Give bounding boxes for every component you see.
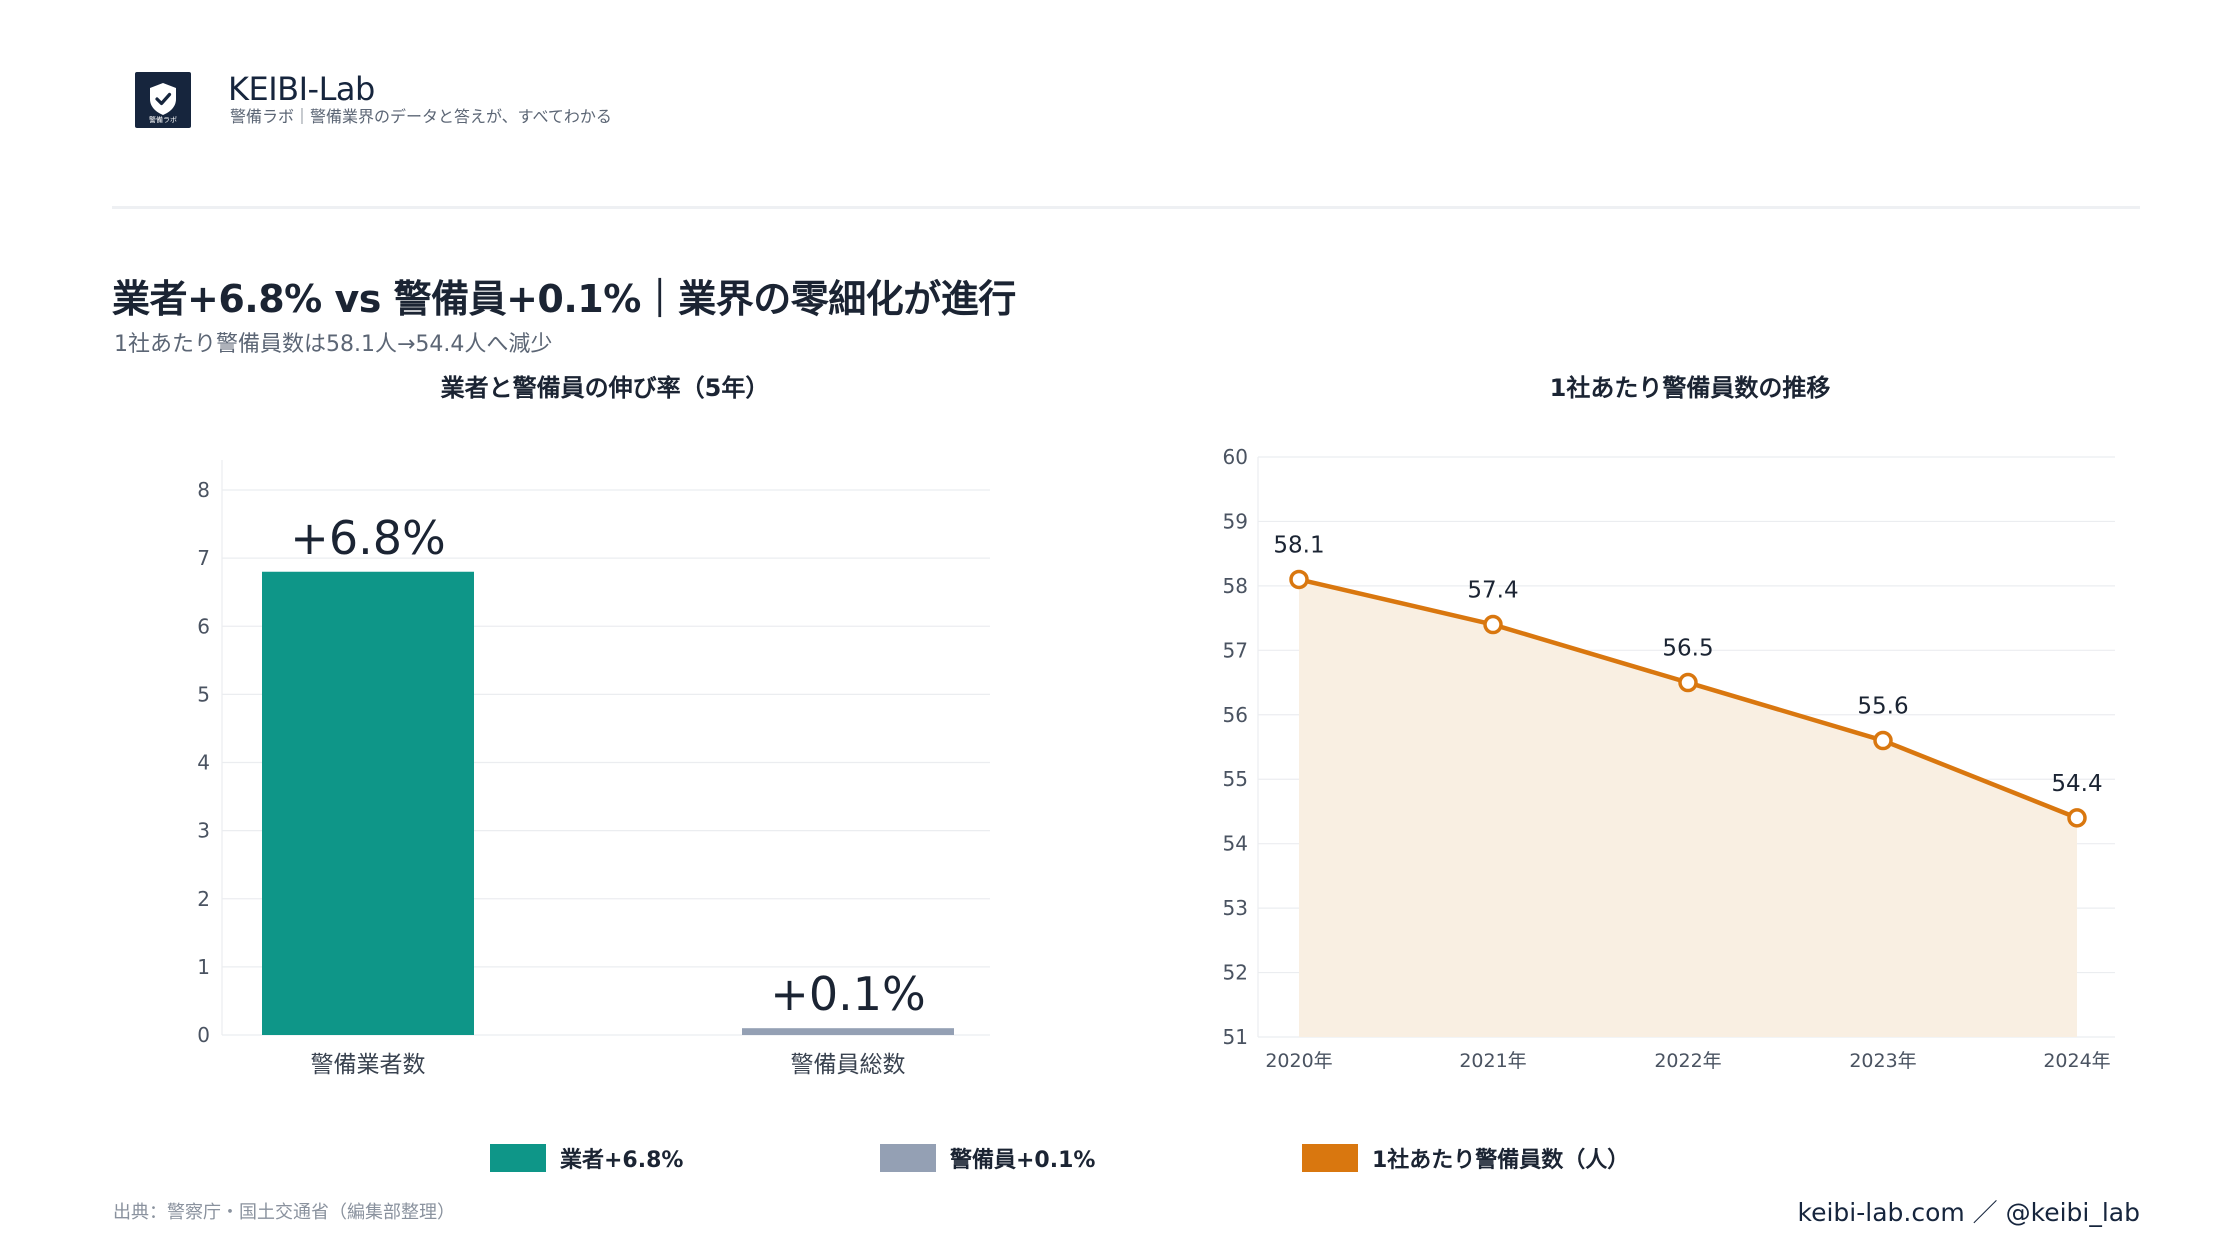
x-tick-label: 2020年 [1265, 1050, 1332, 1072]
y-tick-label: 55 [1223, 767, 1248, 791]
source-note: 出典：警察庁・国土交通省（編集部整理） [113, 1202, 455, 1223]
legend-item-guards: 警備員+0.1% [880, 1143, 1095, 1173]
legend-swatch-per-company [1302, 1144, 1358, 1172]
logo-caption: 警備ラボ [149, 116, 177, 124]
y-tick-label: 8 [197, 478, 210, 502]
brand-name: KEIBI-Lab [228, 70, 375, 108]
y-tick-label: 6 [197, 614, 210, 638]
y-tick-label: 2 [197, 887, 210, 911]
y-tick-label: 5 [197, 682, 210, 706]
legend-label-guards: 警備員+0.1% [950, 1148, 1096, 1173]
bar-value-label: +6.8% [290, 511, 445, 565]
x-category-label: 警備員総数 [791, 1052, 906, 1078]
y-tick-label: 4 [197, 751, 210, 775]
y-tick-label: 57 [1223, 638, 1248, 662]
y-tick-label: 54 [1223, 832, 1248, 856]
data-point [1483, 614, 1503, 635]
legend-swatch-guards [880, 1144, 936, 1172]
point-value-label: 54.4 [2051, 771, 2102, 797]
y-tick-label: 51 [1223, 1025, 1248, 1049]
data-point [1678, 672, 1698, 693]
line-chart-title: 1社あたり警備員数の推移 [1549, 374, 1831, 402]
point-value-label: 57.4 [1467, 578, 1518, 604]
x-tick-label: 2022年 [1654, 1050, 1721, 1072]
line-area-fill [1299, 579, 2077, 1037]
point-value-label: 56.5 [1662, 636, 1713, 662]
bar [742, 1028, 954, 1035]
footer-site: keibi-lab.com ／ @keibi_lab [1797, 1198, 2140, 1227]
brand-tagline: 警備ラボ｜警備業界のデータと答えが、すべてわかる [230, 107, 612, 126]
bar-value-label: +0.1% [770, 967, 925, 1021]
point-value-label: 55.6 [1857, 694, 1908, 720]
bar-chart: 0 1 2 3 4 5 6 7 8 +6.8% 警備業者数 +0.1% 警備員総数 [197, 460, 990, 1078]
y-tick-label: 59 [1223, 509, 1248, 533]
page-subheadline: 1社あたり警備員数は58.1人→54.4人へ減少 [114, 332, 553, 357]
y-tick-label: 56 [1223, 703, 1248, 727]
y-tick-label: 1 [197, 955, 210, 979]
bar [262, 571, 474, 1035]
y-tick-label: 3 [197, 819, 210, 843]
page-headline: 業者+6.8% vs 警備員+0.1%｜業界の零細化が進行 [112, 277, 1016, 321]
legend-item-businesses: 業者+6.8% [490, 1143, 683, 1173]
x-tick-label: 2021年 [1459, 1050, 1526, 1072]
x-tick-label: 2024年 [2043, 1050, 2110, 1072]
y-tick-label: 53 [1223, 896, 1248, 920]
y-tick-label: 7 [197, 546, 210, 570]
point-value-label: 58.1 [1273, 532, 1324, 558]
x-tick-label: 2023年 [1849, 1050, 1916, 1072]
data-point [2067, 808, 2087, 828]
shield-check-icon [150, 83, 176, 115]
data-point [1289, 569, 1309, 590]
legend-label-per-company: 1社あたり警備員数（人） [1372, 1148, 1630, 1173]
legend-label-businesses: 業者+6.8% [560, 1148, 684, 1173]
bar-chart-title: 業者と警備員の伸び率（5年） [440, 374, 770, 402]
legend-item-per-company: 1社あたり警備員数（人） [1302, 1143, 1629, 1173]
legend-swatch-businesses [490, 1144, 546, 1172]
y-tick-label: 60 [1223, 445, 1248, 469]
y-tick-label: 0 [197, 1023, 210, 1047]
header-divider [112, 206, 2140, 209]
y-tick-label: 58 [1223, 574, 1248, 598]
data-point [1873, 730, 1893, 751]
line-chart: 51 52 53 54 55 56 57 58 59 60 58.1 2020年 57.4 2021年 56… [1223, 445, 2115, 1072]
logo: 警備ラボ [135, 72, 191, 128]
y-tick-label: 52 [1223, 961, 1248, 985]
x-category-label: 警備業者数 [311, 1052, 426, 1078]
